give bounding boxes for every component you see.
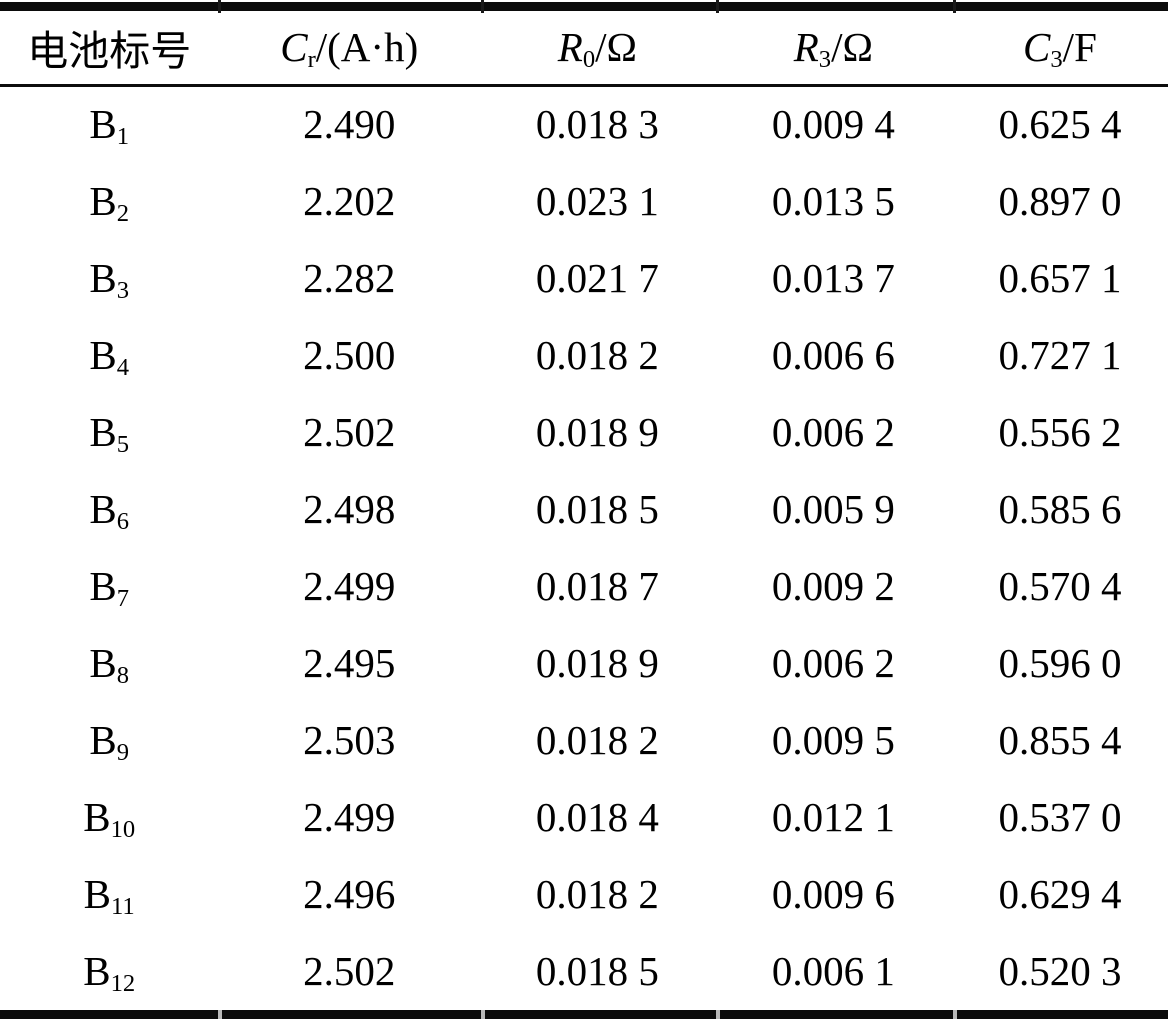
border-gap [952, 1010, 957, 1019]
value-cell: 0.897 0 [998, 177, 1122, 224]
value-cell: 2.499 [303, 793, 396, 840]
border-tick [715, 0, 719, 13]
value-cell: 2.500 [303, 331, 396, 378]
table-row: B4 2.500 0.018 2 0.006 6 0.727 1 [0, 316, 1168, 393]
value-cell: 0.018 4 [535, 793, 659, 840]
battery-parameters-table: 电池标号 Cr/(A·h) R0/Ω R3/Ω C3/F B1 2.490 0.01… [0, 11, 1168, 1009]
border-gap [480, 1010, 485, 1019]
value-cell: 0.021 7 [535, 254, 659, 301]
value-cell: 2.202 [303, 177, 396, 224]
value-cell: 0.018 3 [535, 101, 659, 148]
value-cell: 2.498 [303, 485, 396, 532]
value-cell: 0.570 4 [998, 562, 1122, 609]
battery-id-cell: B4 [89, 331, 130, 381]
value-cell: 2.499 [303, 562, 396, 609]
value-cell: 0.629 4 [998, 870, 1122, 917]
value-cell: 0.006 6 [771, 331, 895, 378]
value-cell: 2.495 [303, 639, 396, 686]
value-cell: 0.855 4 [998, 716, 1122, 763]
border-gap [715, 1010, 720, 1019]
table-row: B6 2.498 0.018 5 0.005 9 0.585 6 [0, 470, 1168, 547]
table-body: B1 2.490 0.018 3 0.009 4 0.625 4 B2 2.202 0.023… [0, 85, 1168, 1009]
value-cell: 0.006 2 [771, 639, 895, 686]
battery-id-cell: B6 [89, 485, 130, 535]
value-cell: 0.657 1 [998, 254, 1122, 301]
value-cell: 0.018 9 [535, 639, 659, 686]
value-cell: 0.006 1 [771, 947, 895, 994]
header-c3: C3/F [951, 11, 1168, 87]
value-cell: 0.006 2 [771, 408, 895, 455]
border-gap [217, 1010, 222, 1019]
value-cell: 0.009 2 [771, 562, 895, 609]
value-cell: 2.282 [303, 254, 396, 301]
value-cell: 0.023 1 [535, 177, 659, 224]
value-cell: 0.018 7 [535, 562, 659, 609]
value-cell: 0.520 3 [998, 947, 1122, 994]
value-cell: 0.012 1 [771, 793, 895, 840]
table-row: B9 2.503 0.018 2 0.009 5 0.855 4 [0, 701, 1168, 778]
value-cell: 0.009 4 [771, 101, 895, 148]
value-cell: 2.496 [303, 870, 396, 917]
table-row: B12 2.502 0.018 5 0.006 1 0.520 3 [0, 932, 1168, 1009]
value-cell: 0.727 1 [998, 331, 1122, 378]
value-cell: 0.009 6 [771, 870, 895, 917]
table-row: B10 2.499 0.018 4 0.012 1 0.537 0 [0, 778, 1168, 855]
border-tick [217, 0, 221, 13]
table-row: B1 2.490 0.018 3 0.009 4 0.625 4 [0, 85, 1168, 162]
table-top-border [0, 0, 1168, 13]
value-cell: 0.018 5 [535, 485, 659, 532]
battery-id-cell: B3 [89, 254, 130, 304]
battery-id-cell: B1 [89, 101, 130, 151]
battery-id-cell: B12 [83, 947, 136, 997]
header-battery-id: 电池标号 [0, 11, 219, 87]
border-tick [952, 0, 956, 13]
table-row: B3 2.282 0.021 7 0.013 7 0.657 1 [0, 239, 1168, 316]
table-row: B8 2.495 0.018 9 0.006 2 0.596 0 [0, 624, 1168, 701]
table-row: B11 2.496 0.018 2 0.009 6 0.629 4 [0, 855, 1168, 932]
value-cell: 0.625 4 [998, 101, 1122, 148]
value-cell: 2.502 [303, 408, 396, 455]
value-cell: 0.018 2 [535, 870, 659, 917]
value-cell: 0.013 5 [771, 177, 895, 224]
value-cell: 2.502 [303, 947, 396, 994]
table-row: B2 2.202 0.023 1 0.013 5 0.897 0 [0, 162, 1168, 239]
header-row: 电池标号 Cr/(A·h) R0/Ω R3/Ω C3/F [0, 11, 1168, 87]
battery-id-cell: B5 [89, 408, 130, 458]
value-cell: 0.009 5 [771, 716, 895, 763]
value-cell: 0.018 9 [535, 408, 659, 455]
value-cell: 0.596 0 [998, 639, 1122, 686]
value-cell: 0.013 7 [771, 254, 895, 301]
value-cell: 0.018 5 [535, 947, 659, 994]
table-row: B5 2.502 0.018 9 0.006 2 0.556 2 [0, 393, 1168, 470]
battery-id-cell: B8 [89, 639, 130, 689]
battery-id-cell: B2 [89, 177, 130, 227]
header-rated-capacity: Cr/(A·h) [218, 11, 481, 87]
table-bottom-border [0, 1010, 1168, 1019]
value-cell: 0.585 6 [998, 485, 1122, 532]
value-cell: 2.490 [303, 101, 396, 148]
value-cell: 0.556 2 [998, 408, 1122, 455]
header-r0: R0/Ω [480, 11, 715, 87]
value-cell: 0.005 9 [771, 485, 895, 532]
battery-id-cell: B10 [83, 793, 136, 843]
header-r3: R3/Ω [714, 11, 952, 87]
value-cell: 0.018 2 [535, 716, 659, 763]
table-header: 电池标号 Cr/(A·h) R0/Ω R3/Ω C3/F [0, 11, 1168, 87]
battery-id-cell: B7 [89, 562, 130, 612]
value-cell: 2.503 [303, 716, 396, 763]
border-tick [480, 0, 484, 13]
battery-id-cell: B11 [83, 870, 135, 920]
value-cell: 0.018 2 [535, 331, 659, 378]
value-cell: 0.537 0 [998, 793, 1122, 840]
table-row: B7 2.499 0.018 7 0.009 2 0.570 4 [0, 547, 1168, 624]
battery-id-cell: B9 [89, 716, 130, 766]
